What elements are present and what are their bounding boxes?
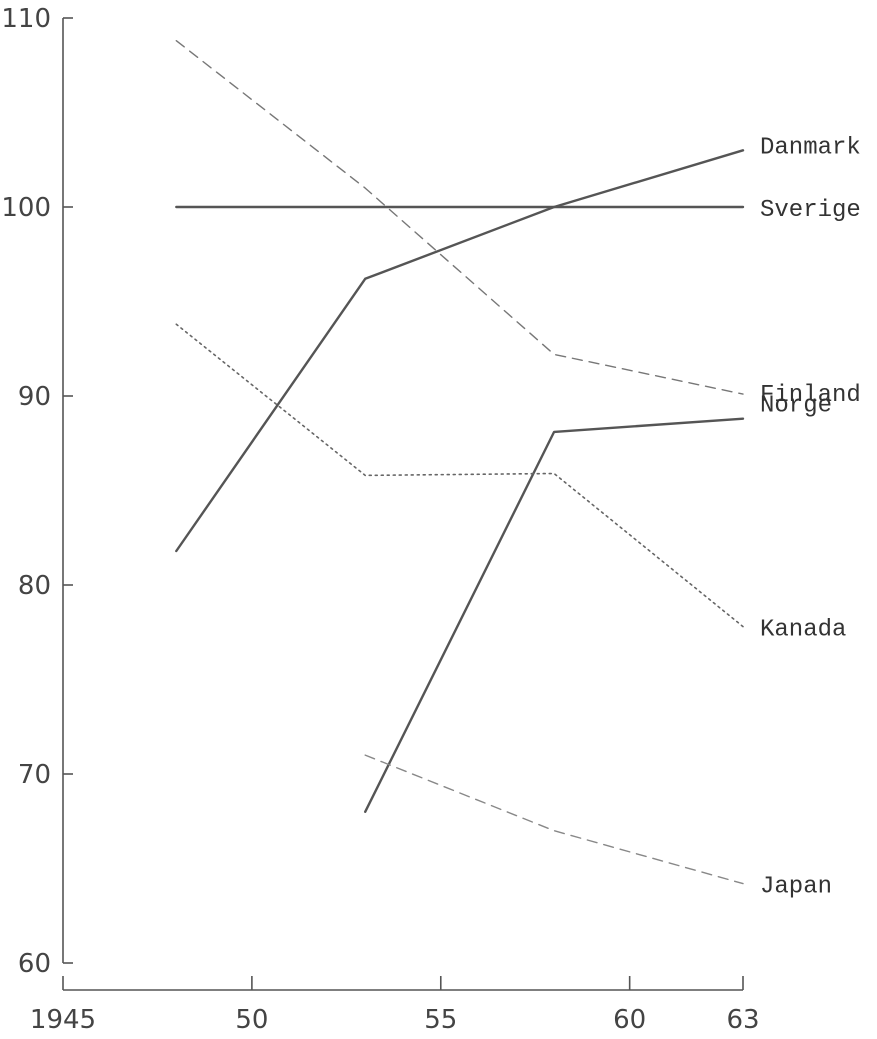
series-label-sverige: Sverige	[760, 197, 861, 224]
y-tick-label: 110	[1, 4, 51, 34]
series-line-danmark	[175, 149, 745, 553]
x-tick-label: 1945	[30, 1005, 96, 1035]
y-tick-label: 80	[18, 571, 51, 601]
series-line-kanada	[175, 323, 744, 628]
y-tick-label: 70	[18, 760, 51, 790]
series-line-finland	[175, 40, 744, 395]
series-label-kanada: Kanada	[760, 617, 846, 644]
x-tick-label: 60	[613, 1005, 646, 1035]
series-label-japan: Japan	[760, 874, 832, 901]
series-label-norge: Norge	[760, 393, 832, 420]
x-tick-label: 50	[235, 1005, 268, 1035]
series-lines	[175, 40, 745, 885]
y-tick-label: 100	[1, 193, 51, 223]
series-line-japan	[364, 754, 744, 885]
axes: 60 70 80 90 100 110 1945 50 55 60 63	[1, 4, 759, 1035]
series-line-norge	[364, 417, 745, 813]
series-label-danmark: Danmark	[760, 134, 861, 161]
x-tick-label: 55	[424, 1005, 457, 1035]
y-tick-label: 60	[18, 949, 51, 979]
series-label-finland: Finland	[760, 382, 861, 409]
x-tick-label: 63	[726, 1005, 759, 1035]
y-tick-label: 90	[18, 382, 51, 412]
